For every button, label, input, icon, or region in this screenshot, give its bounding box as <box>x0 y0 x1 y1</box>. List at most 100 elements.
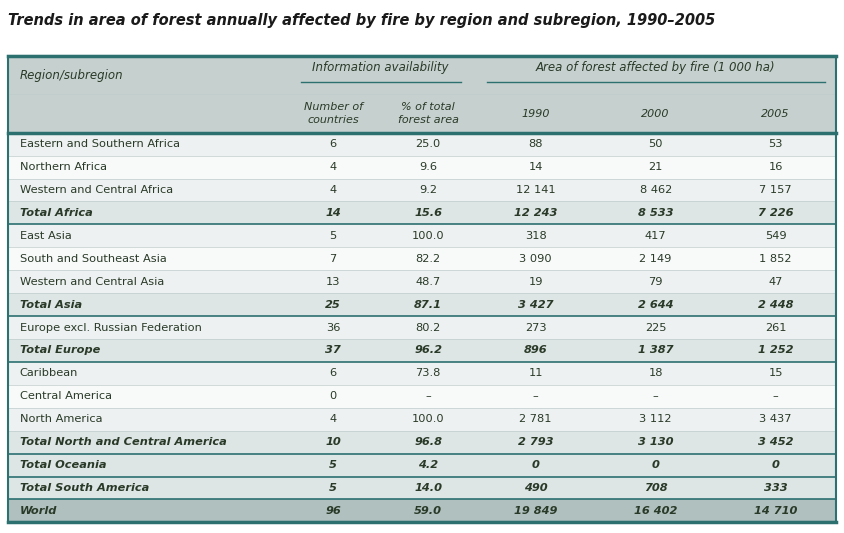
Text: –: – <box>425 391 431 401</box>
Bar <box>8 316 836 339</box>
Text: 708: 708 <box>644 483 668 493</box>
Text: Caribbean: Caribbean <box>19 368 78 378</box>
Text: 0: 0 <box>652 460 660 470</box>
Text: 0: 0 <box>771 460 780 470</box>
Bar <box>8 431 836 454</box>
Text: 0: 0 <box>532 460 539 470</box>
Text: Eastern and Southern Africa: Eastern and Southern Africa <box>19 139 180 149</box>
Text: 12 243: 12 243 <box>514 208 557 218</box>
Text: 100.0: 100.0 <box>412 414 445 424</box>
Text: % of total
forest area: % of total forest area <box>398 102 458 125</box>
Text: 59.0: 59.0 <box>414 506 442 516</box>
Text: 48.7: 48.7 <box>415 277 441 287</box>
Text: 88: 88 <box>528 139 543 149</box>
Text: Total North and Central America: Total North and Central America <box>19 437 226 447</box>
Text: East Asia: East Asia <box>19 231 71 241</box>
Text: 5: 5 <box>329 231 337 241</box>
Bar <box>8 270 836 293</box>
Text: 2 448: 2 448 <box>758 300 793 310</box>
Text: 3 437: 3 437 <box>760 414 792 424</box>
Text: 73.8: 73.8 <box>415 368 441 378</box>
Bar <box>8 454 836 477</box>
Text: Central America: Central America <box>19 391 111 401</box>
Text: 8 533: 8 533 <box>638 208 674 218</box>
Text: 4: 4 <box>329 414 337 424</box>
Text: Information availability: Information availability <box>312 61 449 74</box>
Text: 490: 490 <box>524 483 548 493</box>
Text: 2 644: 2 644 <box>638 300 674 310</box>
Text: 273: 273 <box>525 322 547 333</box>
Bar <box>8 56 836 522</box>
Text: –: – <box>533 391 538 401</box>
Text: 225: 225 <box>645 322 667 333</box>
Text: 11: 11 <box>528 368 543 378</box>
Text: 21: 21 <box>648 162 663 172</box>
Text: 4: 4 <box>329 185 337 195</box>
Bar <box>8 156 836 179</box>
Text: Northern Africa: Northern Africa <box>19 162 106 172</box>
Text: Western and Central Asia: Western and Central Asia <box>19 277 164 287</box>
Text: Western and Central Africa: Western and Central Africa <box>19 185 173 195</box>
Bar <box>8 94 285 133</box>
Text: 2000: 2000 <box>641 109 670 118</box>
Text: 53: 53 <box>768 139 783 149</box>
Text: 25.0: 25.0 <box>415 139 441 149</box>
Text: 82.2: 82.2 <box>415 254 441 264</box>
Text: 9.2: 9.2 <box>419 185 437 195</box>
Text: Total Europe: Total Europe <box>19 345 100 356</box>
Text: Total Africa: Total Africa <box>19 208 92 218</box>
Text: 16: 16 <box>768 162 782 172</box>
Text: 333: 333 <box>764 483 787 493</box>
Text: 50: 50 <box>648 139 663 149</box>
Text: 18: 18 <box>648 368 663 378</box>
Text: 47: 47 <box>768 277 782 287</box>
Text: 19: 19 <box>528 277 543 287</box>
Text: 6: 6 <box>329 139 337 149</box>
Text: 3 130: 3 130 <box>638 437 674 447</box>
Text: 14: 14 <box>325 208 341 218</box>
Bar <box>8 179 836 201</box>
Text: 96.2: 96.2 <box>414 345 442 356</box>
Text: 16 402: 16 402 <box>634 506 678 516</box>
Text: 7 157: 7 157 <box>760 185 792 195</box>
Text: 4: 4 <box>329 162 337 172</box>
Text: 6: 6 <box>329 368 337 378</box>
Text: 2 781: 2 781 <box>519 414 552 424</box>
Text: 1 252: 1 252 <box>758 345 793 356</box>
Bar <box>8 201 836 224</box>
Text: 5: 5 <box>329 483 337 493</box>
Text: 1990: 1990 <box>522 109 550 118</box>
Text: 87.1: 87.1 <box>414 300 442 310</box>
Text: 14 710: 14 710 <box>754 506 798 516</box>
Text: Total Oceania: Total Oceania <box>19 460 106 470</box>
Bar <box>8 247 836 270</box>
Text: 4.2: 4.2 <box>418 460 438 470</box>
Bar <box>8 362 836 385</box>
Text: 0: 0 <box>329 391 337 401</box>
Text: Total South America: Total South America <box>19 483 149 493</box>
Text: 3 427: 3 427 <box>518 300 554 310</box>
Text: Trends in area of forest annually affected by fire by region and subregion, 1990: Trends in area of forest annually affect… <box>8 13 716 28</box>
Text: 100.0: 100.0 <box>412 231 445 241</box>
Bar <box>8 224 836 247</box>
Text: 96: 96 <box>325 506 341 516</box>
Text: 318: 318 <box>525 231 547 241</box>
Text: 549: 549 <box>765 231 787 241</box>
Bar <box>8 499 836 522</box>
Text: South and Southeast Asia: South and Southeast Asia <box>19 254 166 264</box>
Text: 261: 261 <box>765 322 787 333</box>
Text: 15: 15 <box>768 368 783 378</box>
Text: Number of
countries: Number of countries <box>304 102 363 125</box>
Text: 10: 10 <box>325 437 341 447</box>
Text: World: World <box>19 506 57 516</box>
Text: Area of forest affected by fire (1 000 ha): Area of forest affected by fire (1 000 h… <box>536 61 776 74</box>
Text: 14.0: 14.0 <box>414 483 442 493</box>
Text: 25: 25 <box>325 300 341 310</box>
Text: 96.8: 96.8 <box>414 437 442 447</box>
Bar <box>381 94 476 133</box>
Text: 80.2: 80.2 <box>415 322 441 333</box>
Bar <box>476 94 596 133</box>
Text: 2 149: 2 149 <box>640 254 672 264</box>
Text: 36: 36 <box>326 322 340 333</box>
Bar <box>8 408 836 431</box>
